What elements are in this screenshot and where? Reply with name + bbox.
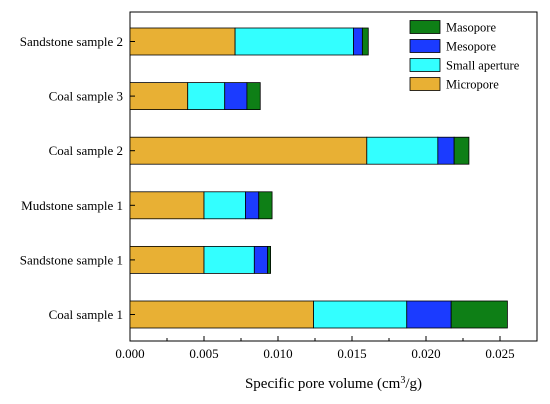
x-axis-label: Specific pore volume (cm3/g)	[245, 375, 422, 393]
bar-sandstone-sample-2-mesopore	[353, 27, 363, 56]
bar-coal-sample-1-small-aperture	[313, 300, 408, 329]
legend-swatch-micropore	[409, 77, 441, 91]
x-tick-label: 0.020	[411, 346, 440, 361]
bar-mudstone-sample-1-micropore	[129, 191, 205, 220]
x-tick-label: 0.005	[189, 346, 218, 361]
bar-sandstone-sample-2-micropore	[129, 27, 236, 56]
category-label: Sandstone sample 1	[20, 252, 123, 267]
bar-sandstone-sample-1-mesopore	[253, 245, 269, 274]
bar-coal-sample-1-masopore	[450, 300, 508, 329]
bar-mudstone-sample-1-small-aperture	[203, 191, 246, 220]
legend: Masopore Mesopore Small aperture Micropore	[409, 20, 520, 92]
bar-sandstone-sample-1-small-aperture	[203, 245, 255, 274]
category-label: Coal sample 2	[49, 143, 123, 158]
bar-coal-sample-2-small-aperture	[366, 136, 439, 165]
category-label: Sandstone sample 2	[20, 34, 123, 49]
category-label: Mudstone sample 1	[21, 198, 123, 213]
bar-coal-sample-3-small-aperture	[187, 82, 226, 110]
category-label: Coal sample 1	[49, 307, 123, 322]
bar-sandstone-sample-2-masopore	[361, 27, 369, 56]
bar-mudstone-sample-1-masopore	[258, 191, 273, 220]
legend-label-masopore: Masopore	[446, 21, 496, 35]
legend-swatch-mesopore	[409, 39, 441, 53]
bar-coal-sample-3-mesopore	[224, 82, 248, 110]
bar-coal-sample-3-masopore	[246, 82, 261, 110]
bar-coal-sample-2-mesopore	[437, 136, 455, 165]
legend-label-mesopore: Mesopore	[446, 40, 496, 54]
category-label: Coal sample 3	[49, 89, 123, 104]
x-tick-label: 0.025	[485, 346, 514, 361]
bar-sandstone-sample-1-micropore	[129, 245, 205, 274]
bar-coal-sample-2-micropore	[129, 136, 368, 165]
legend-swatch-masopore	[409, 20, 441, 34]
legend-label-micropore: Micropore	[446, 78, 499, 92]
bar-mudstone-sample-1-mesopore	[245, 191, 260, 220]
y-axis-categories: Coal sample 1 Sandstone sample 1 Mudstone …	[20, 34, 135, 322]
legend-label-small-aperture: Small aperture	[446, 59, 520, 73]
x-tick-label: 0.010	[263, 346, 292, 361]
x-tick-label: 0.015	[337, 346, 366, 361]
bar-coal-sample-1-micropore	[129, 300, 314, 329]
x-tick-label: 0.000	[115, 346, 144, 361]
x-axis-ticks: 0.000 0.005 0.010 0.015 0.020 0.025	[115, 336, 515, 361]
bars-layer	[129, 27, 508, 329]
bar-coal-sample-2-masopore	[453, 136, 470, 165]
bar-coal-sample-1-mesopore	[406, 300, 452, 329]
legend-swatch-small-aperture	[409, 58, 441, 72]
plot-frame	[129, 11, 538, 342]
bar-sandstone-sample-1-masopore	[267, 245, 272, 274]
bar-coal-sample-3-micropore	[129, 82, 189, 110]
bar-sandstone-sample-2-small-aperture	[234, 27, 354, 56]
